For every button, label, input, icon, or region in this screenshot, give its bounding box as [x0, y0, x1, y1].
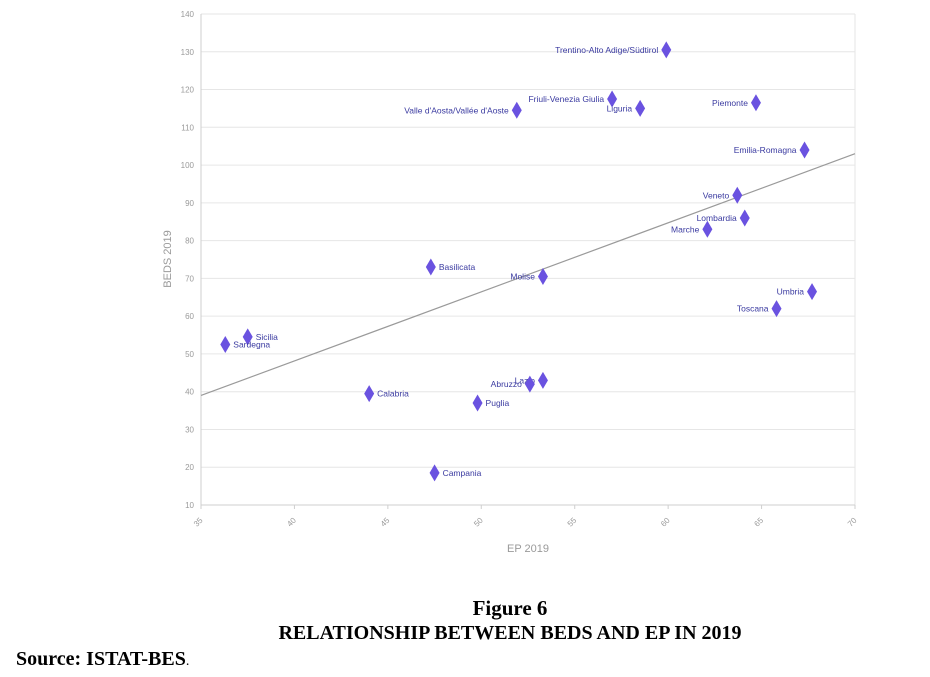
source-note: Source: ISTAT-BES.: [16, 648, 189, 671]
data-point: [472, 394, 483, 412]
data-point: [242, 328, 253, 346]
point-label: Lombardia: [697, 213, 737, 223]
data-point: [732, 186, 743, 204]
point-label: Sicilia: [256, 332, 278, 342]
figure-title: RELATIONSHIP BETWEEN BEDS AND EP IN 2019: [278, 622, 742, 644]
y-tick-label: 120: [181, 86, 195, 95]
x-tick-label: 50: [472, 516, 485, 529]
data-point: [799, 141, 810, 159]
data-point: [220, 335, 231, 353]
y-axis-label: BEDS 2019: [162, 230, 174, 287]
y-tick-label: 80: [185, 237, 194, 246]
point-label: Abruzzo: [491, 379, 522, 389]
point-label: Lazio: [515, 375, 536, 385]
x-tick-label: 35: [192, 516, 205, 529]
point-label: Valle d'Aosta/Vallée d'Aoste: [404, 105, 509, 115]
figure-number: Figure 6: [472, 596, 548, 620]
y-tick-label: 140: [181, 10, 195, 19]
data-point: [750, 94, 761, 112]
y-tick-label: 60: [185, 312, 194, 321]
point-label: Friuli-Venezia Giulia: [528, 94, 604, 104]
y-tick-label: 30: [185, 425, 194, 434]
point-label: Umbria: [777, 287, 805, 297]
x-axis-label: EP 2019: [507, 543, 549, 555]
trendline-group: [200, 153, 856, 397]
source-suffix: .: [185, 654, 190, 669]
y-tick-label: 90: [185, 199, 194, 208]
data-point: [537, 371, 548, 389]
x-tick-label: 60: [659, 516, 672, 529]
scatter-chart: 10 20 30 40 50 60 70 80 90 100 110 120 130 140 35 40 45…: [162, 10, 859, 555]
point-label: Sardegna: [233, 339, 270, 349]
x-tick-labels: 35 40 45 50 55 60 65 70: [192, 516, 859, 529]
y-tick-label: 40: [185, 388, 194, 397]
point-label: Calabria: [377, 389, 409, 399]
data-point: [702, 220, 713, 238]
x-tick-label: 65: [752, 516, 765, 529]
point-label: Liguria: [607, 103, 633, 113]
data-point: [635, 99, 646, 117]
point-label: Molise: [510, 271, 535, 281]
point-label: Toscana: [737, 304, 769, 314]
point-label: Piemonte: [712, 98, 748, 108]
point-label: Basilicata: [439, 262, 476, 272]
x-tick-label: 70: [846, 516, 859, 529]
data-point: [364, 385, 375, 403]
x-tick-label: 55: [566, 516, 579, 529]
data-point: [429, 464, 440, 482]
y-tick-label: 20: [185, 463, 194, 472]
data-point: [661, 41, 672, 59]
point-label: Campania: [443, 468, 482, 478]
source-text: Source: ISTAT-BES: [16, 648, 186, 670]
y-tick-label: 70: [185, 274, 194, 283]
axes: [200, 14, 856, 509]
x-tick-label: 45: [379, 516, 392, 529]
y-tick-label: 110: [181, 123, 194, 132]
y-tick-label: 130: [181, 48, 195, 57]
data-points: Trentino-Alto Adige/Südtirol Friuli-Venez…: [220, 41, 818, 482]
data-point: [524, 375, 535, 393]
y-tick-label: 50: [185, 350, 194, 359]
data-point: [739, 209, 750, 227]
gridlines: [201, 13, 856, 506]
trendline: [200, 153, 856, 397]
data-point: [511, 101, 522, 119]
data-point: [607, 90, 618, 108]
x-tick-label: 40: [285, 516, 298, 529]
point-label: Marche: [671, 224, 700, 234]
data-point: [771, 300, 782, 318]
y-tick-labels: 10 20 30 40 50 60 70 80 90 100 110 120 130 140: [181, 10, 195, 510]
point-label: Veneto: [703, 190, 730, 200]
data-point: [537, 267, 548, 285]
y-tick-label: 10: [185, 501, 194, 510]
data-point: [807, 283, 818, 301]
point-label: Emilia-Romagna: [734, 145, 797, 155]
data-point: [425, 258, 436, 276]
point-label: Puglia: [486, 398, 510, 408]
y-tick-label: 100: [181, 161, 195, 170]
point-label: Trentino-Alto Adige/Südtirol: [555, 45, 658, 55]
